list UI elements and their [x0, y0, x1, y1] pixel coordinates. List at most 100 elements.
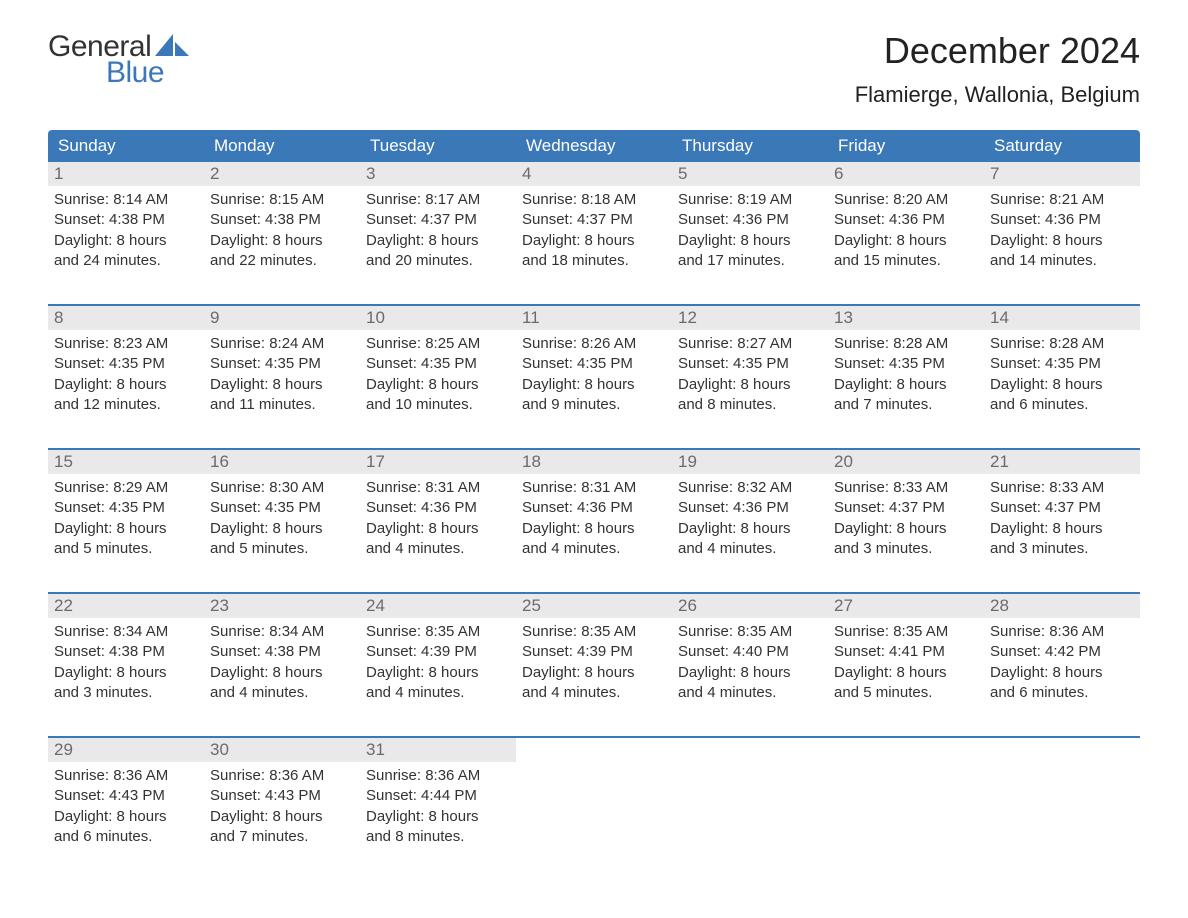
day-number: 1	[48, 162, 204, 186]
day-day1: Daylight: 8 hours	[990, 663, 1134, 683]
day-day2: and 15 minutes.	[834, 251, 978, 271]
day-details: Sunrise: 8:20 AMSunset: 4:36 PMDaylight:…	[828, 186, 984, 271]
calendar-day	[828, 738, 984, 854]
day-sunrise: Sunrise: 8:33 AM	[834, 478, 978, 498]
day-day2: and 12 minutes.	[54, 395, 198, 415]
day-details: Sunrise: 8:35 AMSunset: 4:39 PMDaylight:…	[360, 618, 516, 703]
page-header: General Blue December 2024 Flamierge, Wa…	[48, 30, 1140, 108]
calendar-day: 7Sunrise: 8:21 AMSunset: 4:36 PMDaylight…	[984, 162, 1140, 278]
calendar-day: 6Sunrise: 8:20 AMSunset: 4:36 PMDaylight…	[828, 162, 984, 278]
day-number: 30	[204, 738, 360, 762]
day-details: Sunrise: 8:29 AMSunset: 4:35 PMDaylight:…	[48, 474, 204, 559]
calendar-day: 14Sunrise: 8:28 AMSunset: 4:35 PMDayligh…	[984, 306, 1140, 422]
day-sunrise: Sunrise: 8:27 AM	[678, 334, 822, 354]
day-sunrise: Sunrise: 8:23 AM	[54, 334, 198, 354]
day-day2: and 4 minutes.	[366, 539, 510, 559]
day-number: 10	[360, 306, 516, 330]
day-day2: and 6 minutes.	[990, 395, 1134, 415]
day-number: 13	[828, 306, 984, 330]
calendar-day	[984, 738, 1140, 854]
day-sunset: Sunset: 4:35 PM	[210, 354, 354, 374]
calendar-day: 3Sunrise: 8:17 AMSunset: 4:37 PMDaylight…	[360, 162, 516, 278]
day-day2: and 6 minutes.	[990, 683, 1134, 703]
day-day2: and 20 minutes.	[366, 251, 510, 271]
day-details: Sunrise: 8:35 AMSunset: 4:40 PMDaylight:…	[672, 618, 828, 703]
calendar-day: 8Sunrise: 8:23 AMSunset: 4:35 PMDaylight…	[48, 306, 204, 422]
day-day2: and 22 minutes.	[210, 251, 354, 271]
day-day1: Daylight: 8 hours	[54, 807, 198, 827]
day-details: Sunrise: 8:26 AMSunset: 4:35 PMDaylight:…	[516, 330, 672, 415]
day-sunrise: Sunrise: 8:25 AM	[366, 334, 510, 354]
day-sunrise: Sunrise: 8:21 AM	[990, 190, 1134, 210]
calendar-day	[672, 738, 828, 854]
day-sunrise: Sunrise: 8:17 AM	[366, 190, 510, 210]
day-details: Sunrise: 8:17 AMSunset: 4:37 PMDaylight:…	[360, 186, 516, 271]
calendar-day: 13Sunrise: 8:28 AMSunset: 4:35 PMDayligh…	[828, 306, 984, 422]
calendar-day: 17Sunrise: 8:31 AMSunset: 4:36 PMDayligh…	[360, 450, 516, 566]
day-day2: and 7 minutes.	[210, 827, 354, 847]
day-details: Sunrise: 8:36 AMSunset: 4:43 PMDaylight:…	[48, 762, 204, 847]
day-number: 6	[828, 162, 984, 186]
day-day1: Daylight: 8 hours	[678, 375, 822, 395]
day-sunset: Sunset: 4:35 PM	[210, 498, 354, 518]
day-day1: Daylight: 8 hours	[366, 663, 510, 683]
day-day2: and 7 minutes.	[834, 395, 978, 415]
day-sunset: Sunset: 4:37 PM	[990, 498, 1134, 518]
day-header: Wednesday	[516, 130, 672, 162]
day-sunset: Sunset: 4:43 PM	[210, 786, 354, 806]
day-number: 4	[516, 162, 672, 186]
day-day1: Daylight: 8 hours	[210, 519, 354, 539]
day-header: Friday	[828, 130, 984, 162]
day-number: 7	[984, 162, 1140, 186]
day-day2: and 4 minutes.	[678, 539, 822, 559]
day-day1: Daylight: 8 hours	[210, 375, 354, 395]
calendar-week: 15Sunrise: 8:29 AMSunset: 4:35 PMDayligh…	[48, 448, 1140, 566]
day-details: Sunrise: 8:32 AMSunset: 4:36 PMDaylight:…	[672, 474, 828, 559]
calendar-day: 31Sunrise: 8:36 AMSunset: 4:44 PMDayligh…	[360, 738, 516, 854]
day-sunrise: Sunrise: 8:33 AM	[990, 478, 1134, 498]
calendar-day: 27Sunrise: 8:35 AMSunset: 4:41 PMDayligh…	[828, 594, 984, 710]
calendar-day: 4Sunrise: 8:18 AMSunset: 4:37 PMDaylight…	[516, 162, 672, 278]
day-details: Sunrise: 8:28 AMSunset: 4:35 PMDaylight:…	[828, 330, 984, 415]
day-day1: Daylight: 8 hours	[210, 663, 354, 683]
day-day2: and 8 minutes.	[678, 395, 822, 415]
day-day2: and 5 minutes.	[210, 539, 354, 559]
day-day2: and 11 minutes.	[210, 395, 354, 415]
day-number: 9	[204, 306, 360, 330]
day-sunset: Sunset: 4:37 PM	[366, 210, 510, 230]
day-header: Thursday	[672, 130, 828, 162]
brand-logo: General Blue	[48, 30, 189, 90]
day-day2: and 10 minutes.	[366, 395, 510, 415]
calendar-day: 16Sunrise: 8:30 AMSunset: 4:35 PMDayligh…	[204, 450, 360, 566]
day-day2: and 4 minutes.	[366, 683, 510, 703]
day-sunset: Sunset: 4:41 PM	[834, 642, 978, 662]
day-number: 28	[984, 594, 1140, 618]
day-day1: Daylight: 8 hours	[834, 519, 978, 539]
day-header: Monday	[204, 130, 360, 162]
day-details: Sunrise: 8:18 AMSunset: 4:37 PMDaylight:…	[516, 186, 672, 271]
day-number: 27	[828, 594, 984, 618]
day-number: 3	[360, 162, 516, 186]
day-sunrise: Sunrise: 8:19 AM	[678, 190, 822, 210]
day-number: 11	[516, 306, 672, 330]
calendar-day: 9Sunrise: 8:24 AMSunset: 4:35 PMDaylight…	[204, 306, 360, 422]
calendar-day: 18Sunrise: 8:31 AMSunset: 4:36 PMDayligh…	[516, 450, 672, 566]
day-sunrise: Sunrise: 8:32 AM	[678, 478, 822, 498]
day-details: Sunrise: 8:19 AMSunset: 4:36 PMDaylight:…	[672, 186, 828, 271]
day-day1: Daylight: 8 hours	[366, 375, 510, 395]
day-sunset: Sunset: 4:36 PM	[678, 498, 822, 518]
calendar-header-row: Sunday Monday Tuesday Wednesday Thursday…	[48, 130, 1140, 162]
day-details: Sunrise: 8:28 AMSunset: 4:35 PMDaylight:…	[984, 330, 1140, 415]
day-sunset: Sunset: 4:36 PM	[522, 498, 666, 518]
day-number: 14	[984, 306, 1140, 330]
day-sunset: Sunset: 4:35 PM	[990, 354, 1134, 374]
day-header: Saturday	[984, 130, 1140, 162]
day-day1: Daylight: 8 hours	[54, 231, 198, 251]
day-sunset: Sunset: 4:44 PM	[366, 786, 510, 806]
calendar-day: 10Sunrise: 8:25 AMSunset: 4:35 PMDayligh…	[360, 306, 516, 422]
day-day1: Daylight: 8 hours	[678, 663, 822, 683]
day-sunset: Sunset: 4:38 PM	[54, 642, 198, 662]
day-sunrise: Sunrise: 8:36 AM	[990, 622, 1134, 642]
day-day1: Daylight: 8 hours	[54, 663, 198, 683]
day-sunrise: Sunrise: 8:29 AM	[54, 478, 198, 498]
